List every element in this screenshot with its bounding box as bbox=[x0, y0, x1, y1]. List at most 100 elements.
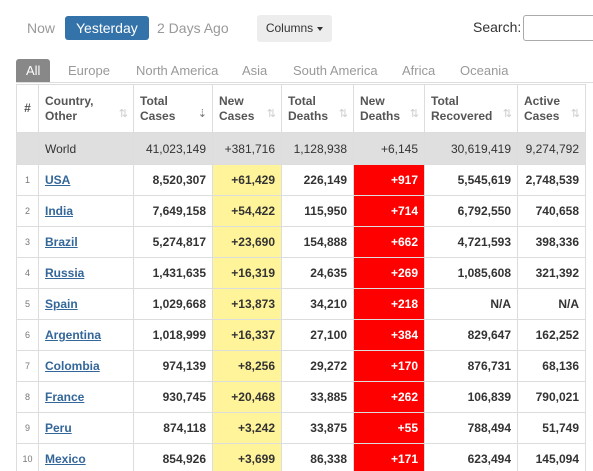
country-cell: Mexico bbox=[38, 443, 134, 471]
row-rank: 5 bbox=[16, 288, 39, 320]
country-cell: Brazil bbox=[38, 226, 134, 258]
new-deaths-cell: +218 bbox=[353, 288, 425, 320]
active-cases-cell: 51,749 bbox=[517, 412, 586, 444]
new-cases-cell: +54,422 bbox=[212, 195, 282, 227]
total-deaths-cell: 24,635 bbox=[281, 257, 354, 289]
col-header-rank[interactable]: # bbox=[16, 84, 39, 133]
total-cases-cell: 974,139 bbox=[133, 350, 213, 382]
table-row: 3 Brazil 5,274,817 +23,690 154,888 +662 4,721,… bbox=[16, 226, 586, 258]
row-rank: 10 bbox=[16, 443, 39, 471]
col-header-country[interactable]: Country, Other ⇅ bbox=[38, 84, 134, 133]
tab-now[interactable]: Now bbox=[27, 20, 56, 36]
sort-icon: ⇅ bbox=[502, 108, 512, 120]
col-header-new-deaths[interactable]: New Deaths ⇅ bbox=[353, 84, 425, 133]
region-tab-africa[interactable]: Africa bbox=[402, 63, 436, 78]
country-link[interactable]: France bbox=[45, 390, 85, 404]
country-cell: Russia bbox=[38, 257, 134, 289]
total-cases-cell: 1,431,635 bbox=[133, 257, 213, 289]
col-header-active-cases[interactable]: Active Cases ⇅ bbox=[517, 84, 586, 133]
country-link[interactable]: Russia bbox=[45, 266, 85, 280]
row-rank: 3 bbox=[16, 226, 39, 258]
new-deaths-cell: +171 bbox=[353, 443, 425, 471]
caret-down-icon bbox=[317, 26, 324, 31]
region-tab-oceania[interactable]: Oceania bbox=[460, 63, 509, 78]
tab-2-days-ago[interactable]: 2 Days Ago bbox=[157, 20, 229, 36]
new-deaths-cell: +55 bbox=[353, 412, 425, 444]
country-cell: USA bbox=[38, 164, 134, 196]
total-recovered-cell: 4,721,593 bbox=[424, 226, 518, 258]
col-header-total-recovered[interactable]: Total Recovered ⇅ bbox=[424, 84, 518, 133]
new-cases-cell: +3,242 bbox=[212, 412, 282, 444]
sort-desc-icon: ⇣ bbox=[197, 108, 207, 120]
active-cases-cell: 2,748,539 bbox=[517, 164, 586, 196]
region-tab-south-america[interactable]: South America bbox=[293, 63, 378, 78]
country-link[interactable]: Brazil bbox=[45, 235, 78, 249]
total-deaths-cell: 86,338 bbox=[281, 443, 354, 471]
total-recovered-cell: N/A bbox=[424, 288, 518, 320]
new-cases-cell: +20,468 bbox=[212, 381, 282, 413]
world-new-cases: +381,716 bbox=[212, 132, 282, 165]
country-link[interactable]: Peru bbox=[45, 421, 72, 435]
new-cases-cell: +3,699 bbox=[212, 443, 282, 471]
row-rank: 2 bbox=[16, 195, 39, 227]
total-recovered-cell: 1,085,608 bbox=[424, 257, 518, 289]
tab-yesterday[interactable]: Yesterday bbox=[65, 16, 149, 40]
active-cases-cell: 145,094 bbox=[517, 443, 586, 471]
total-cases-cell: 874,118 bbox=[133, 412, 213, 444]
country-link[interactable]: India bbox=[45, 204, 74, 218]
total-cases-cell: 5,274,817 bbox=[133, 226, 213, 258]
country-link[interactable]: USA bbox=[45, 173, 71, 187]
total-recovered-cell: 876,731 bbox=[424, 350, 518, 382]
search-input[interactable] bbox=[523, 15, 593, 41]
region-tab-all[interactable]: All bbox=[16, 59, 51, 82]
total-deaths-cell: 115,950 bbox=[281, 195, 354, 227]
table-row: 10 Mexico 854,926 +3,699 86,338 +171 623,494 14… bbox=[16, 443, 586, 471]
country-cell: Colombia bbox=[38, 350, 134, 382]
country-link[interactable]: Colombia bbox=[45, 359, 100, 373]
active-cases-cell: 162,252 bbox=[517, 319, 586, 351]
region-tab-north-america[interactable]: North America bbox=[136, 63, 219, 78]
table-row: 6 Argentina 1,018,999 +16,337 27,100 +384 829,… bbox=[16, 319, 586, 351]
world-active-cases: 9,274,792 bbox=[517, 132, 586, 165]
col-header-total-deaths[interactable]: Total Deaths ⇅ bbox=[281, 84, 354, 133]
country-cell: Argentina bbox=[38, 319, 134, 351]
table-row: 4 Russia 1,431,635 +16,319 24,635 +269 1,085,6… bbox=[16, 257, 586, 289]
world-new-deaths: +6,145 bbox=[353, 132, 425, 165]
col-header-new-cases[interactable]: New Cases ⇅ bbox=[212, 84, 282, 133]
table-row: 5 Spain 1,029,668 +13,873 34,210 +218 N/A N/A bbox=[16, 288, 586, 320]
total-cases-cell: 930,745 bbox=[133, 381, 213, 413]
total-cases-cell: 7,649,158 bbox=[133, 195, 213, 227]
new-cases-cell: +61,429 bbox=[212, 164, 282, 196]
total-deaths-cell: 226,149 bbox=[281, 164, 354, 196]
sort-icon: ⇅ bbox=[570, 108, 580, 120]
row-rank: 6 bbox=[16, 319, 39, 351]
region-tab-europe[interactable]: Europe bbox=[68, 63, 110, 78]
world-total-recovered: 30,619,419 bbox=[424, 132, 518, 165]
row-rank: 1 bbox=[16, 164, 39, 196]
total-recovered-cell: 623,494 bbox=[424, 443, 518, 471]
total-recovered-cell: 6,792,550 bbox=[424, 195, 518, 227]
total-cases-cell: 8,520,307 bbox=[133, 164, 213, 196]
active-cases-cell: 740,658 bbox=[517, 195, 586, 227]
total-deaths-cell: 29,272 bbox=[281, 350, 354, 382]
country-link[interactable]: Mexico bbox=[45, 452, 86, 466]
new-deaths-cell: +714 bbox=[353, 195, 425, 227]
active-cases-cell: 398,336 bbox=[517, 226, 586, 258]
sort-icon: ⇅ bbox=[409, 108, 419, 120]
country-link[interactable]: Argentina bbox=[45, 328, 102, 342]
countries-table: # Country, Other ⇅ Total Cases ⇣ New Cases ⇅ T… bbox=[16, 84, 586, 471]
active-cases-cell: 790,021 bbox=[517, 381, 586, 413]
new-deaths-cell: +262 bbox=[353, 381, 425, 413]
country-cell: France bbox=[38, 381, 134, 413]
total-deaths-cell: 33,885 bbox=[281, 381, 354, 413]
total-recovered-cell: 829,647 bbox=[424, 319, 518, 351]
total-cases-cell: 1,018,999 bbox=[133, 319, 213, 351]
world-total-deaths: 1,128,938 bbox=[281, 132, 354, 165]
columns-button[interactable]: Columns bbox=[257, 15, 332, 42]
col-header-total-cases[interactable]: Total Cases ⇣ bbox=[133, 84, 213, 133]
total-deaths-cell: 33,875 bbox=[281, 412, 354, 444]
table-row: 2 India 7,649,158 +54,422 115,950 +714 6,792,5… bbox=[16, 195, 586, 227]
region-tab-asia[interactable]: Asia bbox=[242, 63, 268, 78]
total-recovered-cell: 5,545,619 bbox=[424, 164, 518, 196]
country-link[interactable]: Spain bbox=[45, 297, 78, 311]
